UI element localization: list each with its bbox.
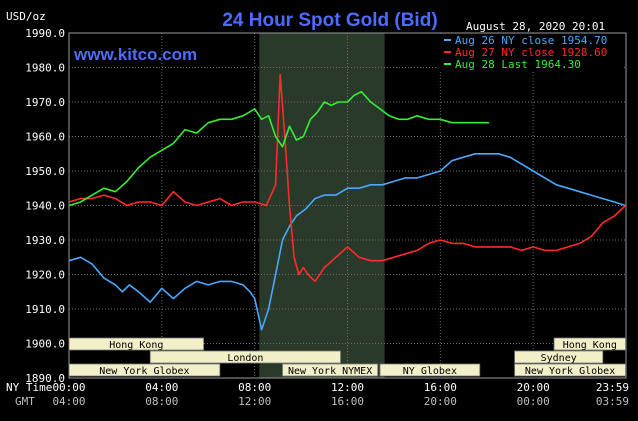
x-tick-gmt: 04:00: [52, 395, 85, 408]
series-line-1: [68, 153, 626, 331]
ny-time-row-label: NY Time: [6, 381, 52, 394]
session-box: [514, 350, 604, 364]
x-tick-gmt: 16:00: [331, 395, 364, 408]
y-tick-label: 1990.0: [25, 27, 65, 40]
session-box: [379, 363, 481, 377]
session-box: [149, 350, 341, 364]
y-tick-label: 1930.0: [25, 234, 65, 247]
legend-entry: Aug 27 NY close 1928.60: [455, 46, 607, 59]
x-tick-ny: 20:00: [517, 381, 550, 394]
y-tick-label: 1970.0: [25, 96, 65, 109]
y-tick-label: 1940.0: [25, 200, 65, 213]
x-tick-gmt: 03:59: [596, 395, 629, 408]
y-tick-label: 1910.0: [25, 303, 65, 316]
session-label: New York NYMEX: [288, 366, 372, 377]
x-tick-ny: 16:00: [424, 381, 457, 394]
session-label: NY Globex: [403, 366, 457, 377]
session-label: London: [227, 353, 263, 364]
y-tick-label: 1980.0: [25, 62, 65, 75]
session-label: New York Globex: [525, 366, 615, 377]
session-label: New York Globex: [99, 366, 189, 377]
unit-label: USD/oz: [6, 10, 46, 23]
session-box: [68, 337, 205, 351]
session-box: [514, 363, 626, 377]
x-tick-ny: 04:00: [145, 381, 178, 394]
x-tick-gmt: 12:00: [238, 395, 271, 408]
session-label: Hong Kong: [563, 340, 617, 351]
brand-label: www.kitco.com: [73, 45, 197, 64]
x-tick-ny: 00:00: [52, 381, 85, 394]
legend-box: [438, 34, 624, 72]
x-tick-ny: 23:59: [596, 381, 629, 394]
y-axis-ticks: 1990.0 1980.0 1970.0 1960.0 1950.0 1940.0 1930…: [25, 27, 65, 385]
legend-entry: Aug 26 NY close 1954.70: [455, 34, 607, 47]
y-tick-label: 1890.0: [25, 372, 65, 385]
chart-title: 24 Hour Spot Gold (Bid): [222, 10, 437, 31]
timestamp: August 28, 2020 20:01: [466, 20, 605, 33]
series-line-2: [68, 73, 627, 283]
x-tick-ny: 12:00: [331, 381, 364, 394]
session-box: [68, 363, 221, 377]
legend-entry: Aug 28 Last 1964.30: [455, 58, 581, 71]
x-tick-ny: 08:00: [238, 381, 271, 394]
series-line-3: [68, 90, 490, 207]
y-tick-label: 1900.0: [25, 338, 65, 351]
x-tick-gmt: 00:00: [517, 395, 550, 408]
y-tick-label: 1920.0: [25, 269, 65, 282]
session-box: [553, 337, 626, 351]
y-tick-label: 1960.0: [25, 131, 65, 144]
gmt-row-label: GMT: [15, 395, 35, 408]
y-tick-label: 1950.0: [25, 165, 65, 178]
session-label: Hong Kong: [109, 340, 163, 351]
session-label: Sydney: [541, 353, 577, 364]
session-box: [282, 363, 379, 377]
series-lines: [68, 73, 627, 331]
x-tick-gmt: 08:00: [145, 395, 178, 408]
market-sessions: Hong Kong London New York Globex New York N…: [68, 337, 626, 377]
x-axis-ticks: NY TimeGMT00:0004:0004:0008:0008:0012:00…: [6, 381, 629, 408]
x-tick-gmt: 20:00: [424, 395, 457, 408]
